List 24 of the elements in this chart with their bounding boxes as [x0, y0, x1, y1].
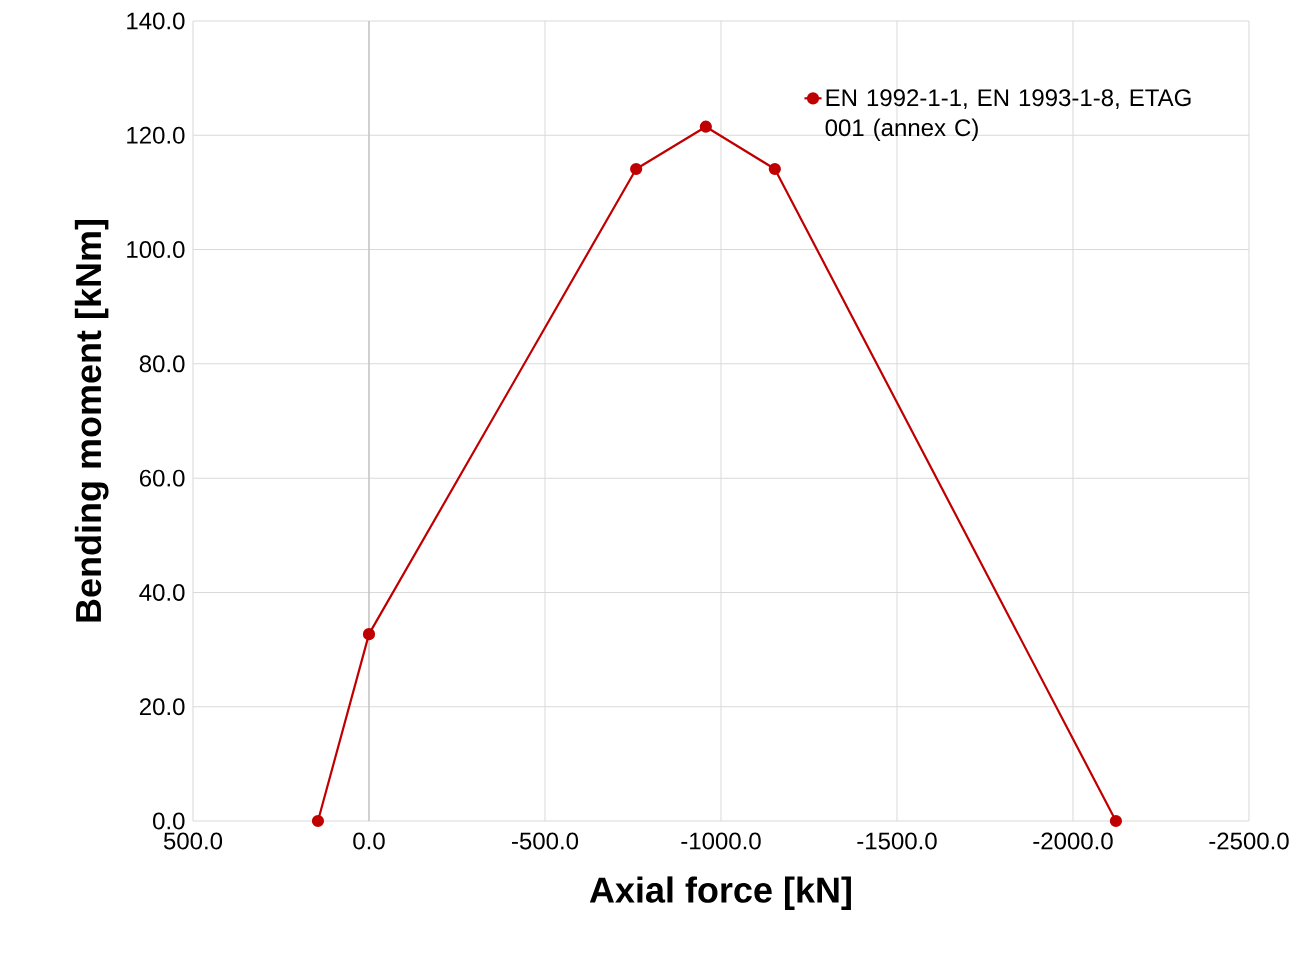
x-tick-label: -1500.0 — [857, 832, 937, 850]
x-tick-label: 0.0 — [353, 832, 385, 850]
y-tick-label: 0.0 — [153, 812, 185, 830]
point — [699, 120, 712, 133]
x-tick-label: -2000.0 — [1033, 832, 1113, 850]
y-tick-label: 120.0 — [127, 126, 185, 144]
point — [311, 814, 325, 828]
y-axis-title: Bending moment [kNm] — [74, 220, 109, 622]
x-axis-title: Axial force [kN] — [589, 876, 851, 910]
x-tick-label: -500.0 — [512, 832, 579, 850]
x-tick-label: -2500.0 — [1209, 832, 1289, 850]
x-tick-label: -1000.0 — [681, 832, 761, 850]
y-tick-label: 100.0 — [127, 241, 185, 259]
point — [1109, 814, 1123, 828]
x-tick-label: 500.0 — [163, 832, 223, 850]
legend-label: EN 1992-1-1, EN 1993-1-8, ETAG 001 (annex C) — [825, 89, 1191, 141]
point — [768, 162, 781, 176]
y-tick-label: 20.0 — [139, 698, 185, 716]
y-tick-label: 140.0 — [127, 12, 185, 30]
point — [362, 628, 376, 641]
point — [630, 162, 643, 176]
y-tick-label: 60.0 — [139, 469, 185, 487]
y-tick-label: 80.0 — [139, 355, 185, 373]
y-tick-label: 40.0 — [139, 583, 185, 601]
